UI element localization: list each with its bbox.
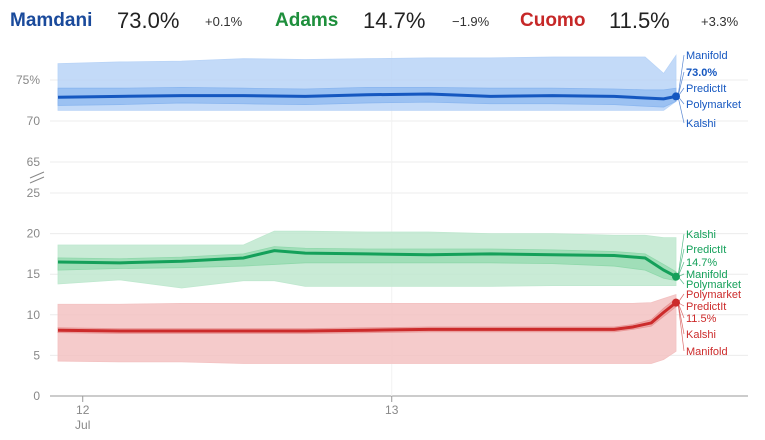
y-tick-label: 15 [27,267,41,281]
market-label-cuomo: Kalshi [686,329,716,341]
y-tick-label: 75% [16,73,40,87]
market-label-mamdani: 73.0% [686,67,717,79]
series-line-cuomo [57,301,677,333]
label-leader-mamdani [677,71,685,97]
label-leader-adams [677,261,685,277]
market-label-mamdani: Kalshi [686,118,716,130]
candidate-change-adams: −1.9% [452,14,490,29]
market-label-cuomo: 11.5% [686,313,717,325]
market-label-cuomo: PredictIt [686,301,726,313]
y-tick-label: 5 [33,348,40,362]
x-tick-label: 12 [76,403,90,417]
candidate-value-adams: 14.7% [363,8,426,33]
label-leader-adams [677,273,685,277]
x-tick-sublabel: Jul [75,418,90,432]
market-label-adams: Kalshi [686,229,716,241]
y-tick-label: 0 [33,389,40,403]
y-tick-label: 20 [27,227,41,241]
y-tick-label: 65 [27,155,41,169]
candidate-name-mamdani: Mamdani [10,10,93,31]
label-leader-mamdani [677,96,685,105]
label-leader-cuomo [677,293,685,303]
market-label-adams: PredictIt [686,244,726,256]
candidate-change-cuomo: +3.3% [701,14,739,29]
axis-break-mark [29,171,45,179]
series-line-adams [57,249,677,278]
market-label-cuomo: Polymarket [686,289,741,301]
candidate-value-mamdani: 73.0% [117,8,180,33]
market-label-mamdani: Polymarket [686,99,741,111]
y-tick-label: 25 [27,186,41,200]
series-line-mamdani [57,92,677,101]
candidate-change-mamdani: +0.1% [205,14,243,29]
label-leader-cuomo [677,302,685,307]
candidate-name-cuomo: Cuomo [520,10,586,31]
label-leader-cuomo [677,302,685,352]
y-tick-label: 70 [27,114,41,128]
summary-header: Mamdani 73.0% +0.1% Adams 14.7% −1.9% Cu… [0,8,765,38]
x-tick-label: 13 [385,403,399,417]
market-label-adams: 14.7% [686,257,717,269]
candidate-name-adams: Adams [275,10,339,31]
axis-break-mark [29,176,45,184]
market-label-cuomo: Manifold [686,346,728,358]
label-leader-adams [677,233,685,277]
market-label-mamdani: PredictIt [686,83,726,95]
label-leader-adams [677,276,685,285]
market-label-mamdani: Manifold [686,50,728,62]
market-label-adams: Manifold [686,269,728,281]
y-tick-label: 10 [27,308,41,322]
market-label-adams: Polymarket [686,279,741,291]
label-leader-mamdani [677,54,685,97]
label-leader-mamdani [677,87,685,97]
band-inner-mamdani [57,86,677,108]
label-leader-adams [677,248,685,277]
candidate-value-cuomo: 11.5% [609,8,670,33]
label-leader-cuomo [677,302,685,319]
label-leader-mamdani [677,96,685,124]
